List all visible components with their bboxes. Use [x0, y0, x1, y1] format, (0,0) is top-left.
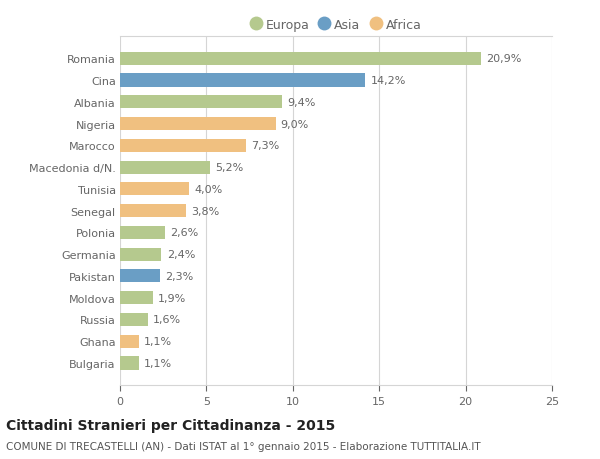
Text: 1,6%: 1,6% — [153, 315, 181, 325]
Bar — [120, 248, 161, 261]
Text: 9,4%: 9,4% — [287, 98, 316, 107]
Text: COMUNE DI TRECASTELLI (AN) - Dati ISTAT al 1° gennaio 2015 - Elaborazione TUTTIT: COMUNE DI TRECASTELLI (AN) - Dati ISTAT … — [6, 441, 481, 451]
Text: 4,0%: 4,0% — [194, 185, 223, 195]
Bar — [120, 335, 139, 348]
Bar — [120, 357, 139, 369]
Text: 1,9%: 1,9% — [158, 293, 186, 303]
Text: 7,3%: 7,3% — [251, 141, 280, 151]
Bar — [120, 183, 189, 196]
Bar — [120, 53, 481, 66]
Text: 1,1%: 1,1% — [144, 336, 172, 347]
Text: 9,0%: 9,0% — [281, 119, 309, 129]
Bar — [120, 291, 153, 304]
Bar — [120, 313, 148, 326]
Text: 2,3%: 2,3% — [165, 271, 193, 281]
Text: 1,1%: 1,1% — [144, 358, 172, 368]
Bar — [120, 161, 210, 174]
Bar — [120, 205, 185, 218]
Text: 2,6%: 2,6% — [170, 228, 199, 238]
Bar — [120, 140, 246, 152]
Text: 3,8%: 3,8% — [191, 206, 219, 216]
Bar — [120, 226, 165, 240]
Text: Cittadini Stranieri per Cittadinanza - 2015: Cittadini Stranieri per Cittadinanza - 2… — [6, 418, 335, 431]
Text: 20,9%: 20,9% — [487, 54, 522, 64]
Bar — [120, 270, 160, 283]
Bar — [120, 74, 365, 87]
Text: 2,4%: 2,4% — [167, 250, 195, 260]
Text: 14,2%: 14,2% — [371, 76, 406, 86]
Text: 5,2%: 5,2% — [215, 162, 243, 173]
Bar — [120, 118, 275, 131]
Bar — [120, 96, 283, 109]
Legend: Europa, Asia, Africa: Europa, Asia, Africa — [247, 15, 425, 35]
